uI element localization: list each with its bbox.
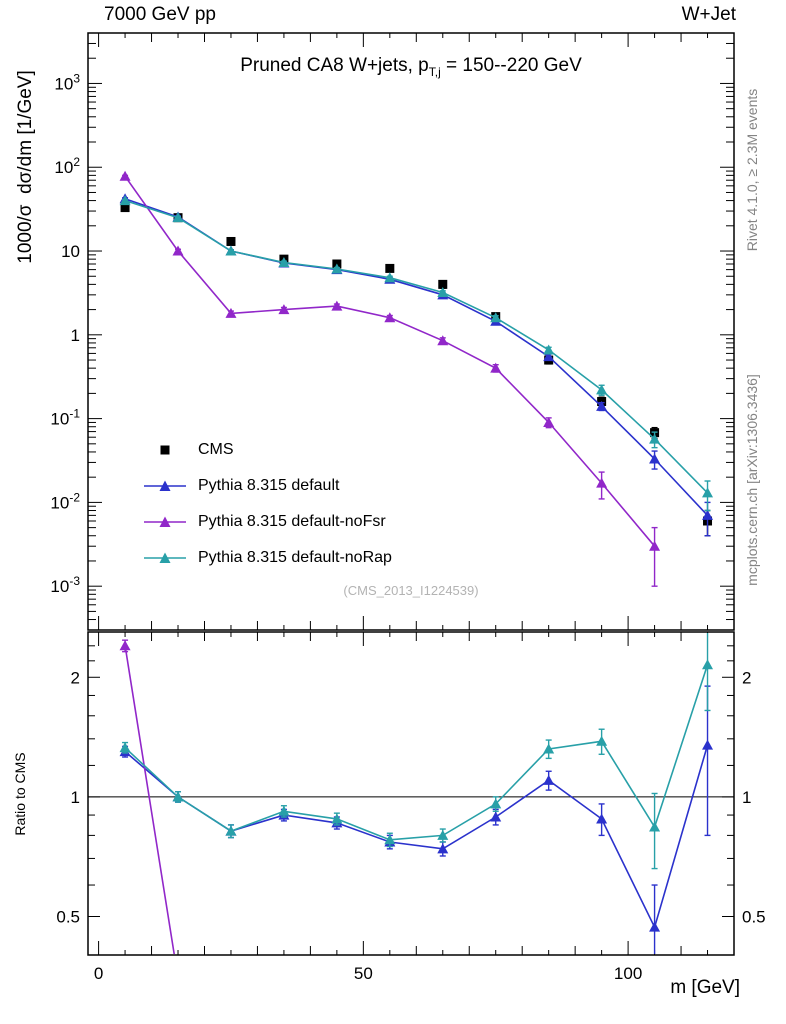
svg-text:1: 1 (742, 788, 751, 807)
legend-item: CMS (142, 432, 392, 468)
svg-text:103: 103 (54, 71, 80, 93)
legend-item: Pythia 8.315 default-noRap (142, 540, 392, 576)
svg-text:102: 102 (54, 155, 80, 177)
svg-text:10-2: 10-2 (50, 490, 80, 512)
svg-text:1: 1 (71, 326, 80, 345)
plot-title-prefix: Pruned CA8 W+jets, p (240, 55, 429, 76)
square-marker-icon (160, 445, 170, 455)
plot-title-suffix: = 150--220 GeV (440, 55, 582, 76)
ratio-y-axis-label: Ratio to CMS (12, 752, 28, 836)
triangle-marker-icon (144, 552, 186, 563)
legend-item: Pythia 8.315 default (142, 468, 392, 504)
legend-label: Pythia 8.315 default (198, 477, 340, 494)
svg-text:100: 100 (614, 964, 642, 983)
mcplots-arxiv-note: mcplots.cern.ch [arXiv:1306.3436] (744, 374, 760, 586)
svg-text:50: 50 (354, 964, 373, 983)
rivet-version-note: Rivet 4.1.0, ≥ 2.3M events (744, 88, 760, 252)
svg-text:0: 0 (94, 964, 103, 983)
legend-label: Pythia 8.315 default-noRap (198, 549, 392, 566)
legend-label: Pythia 8.315 default-noFsr (198, 513, 386, 530)
triangle-marker-icon (144, 516, 186, 527)
svg-text:1: 1 (71, 788, 80, 807)
legend: CMS Pythia 8.315 default Pythia 8.315 defa… (142, 432, 392, 576)
plot-title: Pruned CA8 W+jets, pT,j = 150--220 GeV (88, 55, 734, 79)
analysis-id-watermark: (CMS_2013_I1224539) (343, 583, 479, 598)
svg-text:0.5: 0.5 (56, 907, 80, 926)
svg-text:10-3: 10-3 (50, 574, 80, 596)
triangle-marker-icon (144, 480, 186, 491)
beam-energy-label: 7000 GeV pp (104, 4, 216, 25)
main-y-axis-label: 1000/σ dσ/dm [1/GeV] (15, 70, 36, 264)
svg-text:2: 2 (742, 668, 751, 687)
svg-text:10-1: 10-1 (50, 407, 80, 429)
svg-text:2: 2 (71, 668, 80, 687)
legend-label: CMS (198, 441, 234, 458)
process-label: W+Jet (681, 4, 736, 25)
legend-item: Pythia 8.315 default-noFsr (142, 504, 392, 540)
plot-title-subscript: T,j (428, 64, 441, 79)
svg-text:10: 10 (61, 242, 80, 261)
svg-text:0.5: 0.5 (742, 907, 766, 926)
x-axis-label: m [GeV] (670, 977, 740, 998)
